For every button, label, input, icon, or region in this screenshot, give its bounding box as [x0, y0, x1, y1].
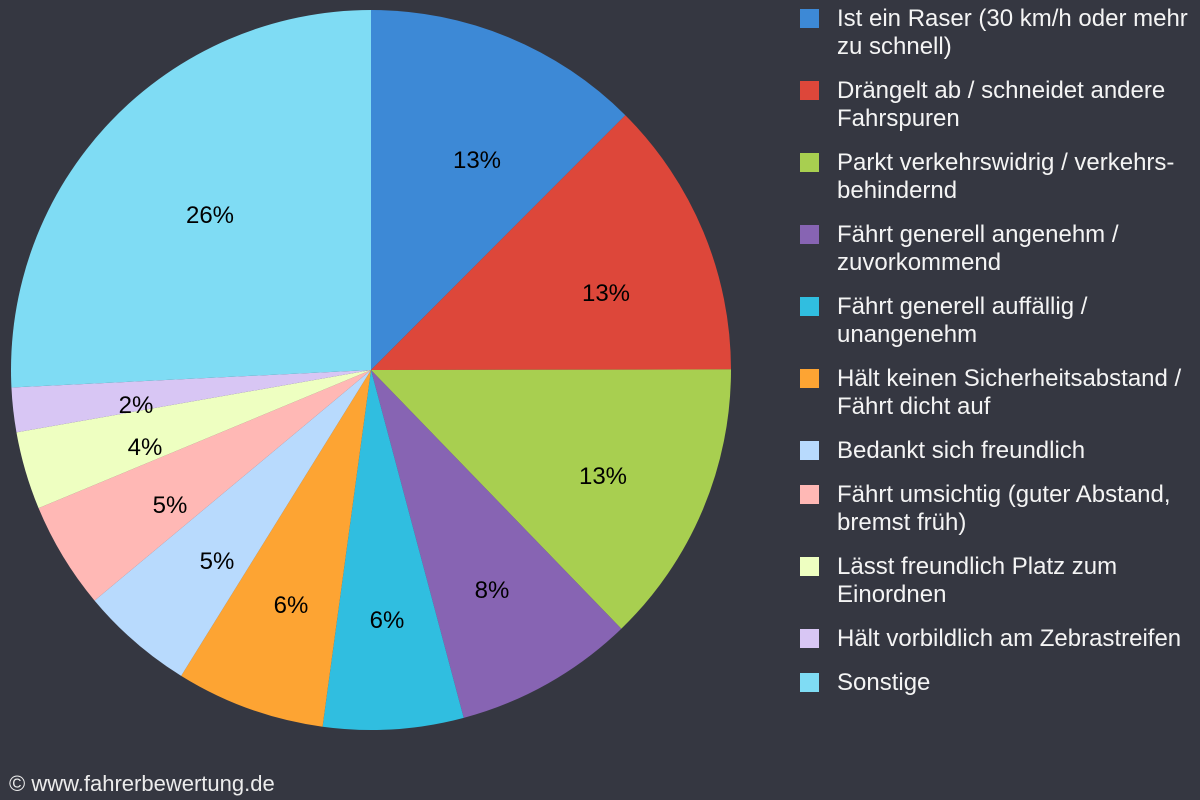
legend-swatch: [800, 81, 819, 100]
slice-percent-label: 6%: [370, 607, 405, 634]
legend-item: Lässt freundlich Platz zum Einordnen: [800, 553, 1195, 609]
legend-item: Fährt generell angenehm / zuvorkommend: [800, 221, 1195, 277]
legend-label: Ist ein Raser (30 km/h oder mehr zu schn…: [837, 5, 1188, 60]
slice-percent-label: 6%: [274, 592, 309, 619]
slice-percent-label: 13%: [453, 147, 501, 174]
pie-slice: [10, 10, 371, 388]
legend-item: Ist ein Raser (30 km/h oder mehr zu schn…: [800, 5, 1195, 61]
legend-label: Fährt umsichtig (guter Abstand, bremst f…: [837, 481, 1171, 536]
legend-label: Parkt verkehrswidrig / verkehrs-behinder…: [837, 149, 1175, 204]
pie-slice: [371, 369, 731, 629]
legend-swatch: [800, 673, 819, 692]
slice-percent-label: 8%: [475, 577, 510, 604]
slice-percent-label: 13%: [582, 280, 630, 307]
slice-percent-label: 13%: [579, 463, 627, 490]
legend-swatch: [800, 485, 819, 504]
legend-item: Sonstige: [800, 669, 1195, 697]
legend-label: Fährt generell angenehm / zuvorkommend: [837, 221, 1119, 276]
legend-swatch: [800, 369, 819, 388]
pie-slice: [371, 370, 622, 718]
pie-slice: [94, 370, 372, 676]
legend-swatch: [800, 557, 819, 576]
copyright-footer: © www.fahrerbewertung.de: [9, 771, 275, 796]
legend-label: Bedankt sich freundlich: [837, 437, 1086, 464]
legend-swatch: [800, 225, 819, 244]
legend-item: Hält vorbildlich am Zebrastreifen: [800, 625, 1195, 653]
pie-slice: [181, 370, 371, 727]
legend-item: Bedankt sich freundlich: [800, 437, 1195, 465]
pie-slice: [322, 370, 464, 730]
legend-item: Hält keinen Sicherheitsabstand / Fährt d…: [800, 365, 1195, 421]
pie-chart: 13% 13% 13% 8% 6% 6% 5% 5% 4% 2% 26%: [10, 10, 731, 730]
legend-label: Lässt freundlich Platz zum Einordnen: [837, 553, 1118, 608]
pie-slice: [371, 115, 731, 370]
pie-slice: [11, 370, 372, 433]
legend-label: Hält keinen Sicherheitsabstand / Fährt d…: [837, 365, 1182, 420]
pie-slice: [38, 370, 372, 601]
legend-swatch: [800, 297, 819, 316]
legend-swatch: [800, 9, 819, 28]
legend: Ist ein Raser (30 km/h oder mehr zu schn…: [800, 5, 1195, 713]
legend-swatch: [800, 153, 819, 172]
legend-label: Drängelt ab / schneidet andere Fahrspure…: [837, 77, 1166, 132]
slice-percent-label: 4%: [128, 434, 163, 461]
legend-label: Hält vorbildlich am Zebrastreifen: [837, 625, 1182, 652]
legend-item: Fährt generell auffällig / unangenehm: [800, 293, 1195, 349]
slice-percent-label: 5%: [200, 548, 235, 575]
slice-percent-label: 2%: [119, 392, 154, 419]
legend-item: Fährt umsichtig (guter Abstand, bremst f…: [800, 481, 1195, 537]
legend-label: Fährt generell auffällig / unangenehm: [837, 293, 1088, 348]
legend-label: Sonstige: [837, 669, 931, 696]
legend-swatch: [800, 629, 819, 648]
slice-percent-label: 5%: [153, 492, 188, 519]
slice-percent-label: 26%: [186, 202, 234, 229]
pie-slice: [16, 370, 372, 509]
legend-item: Parkt verkehrswidrig / verkehrs-behinder…: [800, 149, 1195, 205]
legend-swatch: [800, 441, 819, 460]
pie-slice: [371, 10, 626, 370]
legend-item: Drängelt ab / schneidet andere Fahrspure…: [800, 77, 1195, 133]
